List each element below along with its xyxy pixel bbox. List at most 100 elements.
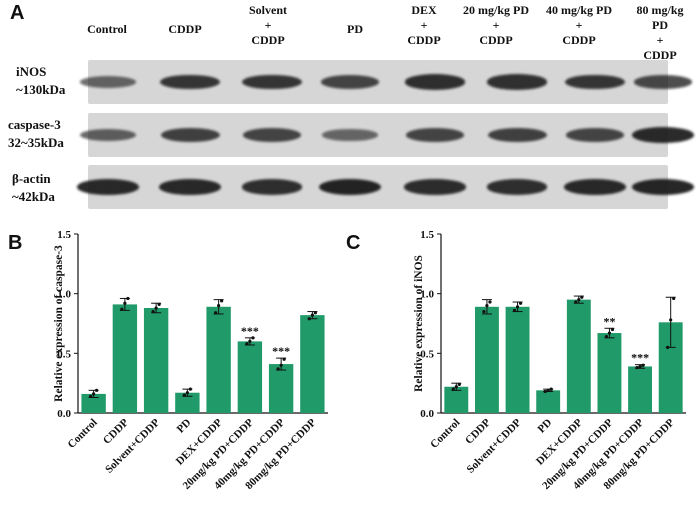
x-tick-label: Control <box>65 417 99 451</box>
bar <box>175 392 200 413</box>
blot-band <box>80 76 136 88</box>
data-point <box>248 339 252 343</box>
blot-band <box>159 179 221 195</box>
x-tick-label: Solvent+CDDP <box>103 416 162 475</box>
bar <box>268 364 294 413</box>
y-tick-label: 0.0 <box>57 408 71 420</box>
blot-strip-inos <box>80 60 693 104</box>
x-tick-label: CDDP <box>101 416 131 446</box>
data-point <box>672 296 676 301</box>
data-point <box>543 389 547 394</box>
significance-label: *** <box>241 324 259 338</box>
blot-band <box>322 129 378 141</box>
data-point <box>641 363 645 367</box>
lane-label: Control <box>87 22 127 36</box>
y-tick-label: 1.5 <box>57 229 71 241</box>
x-tick-label: PD <box>535 417 554 436</box>
data-point <box>515 305 520 309</box>
data-point <box>607 331 612 335</box>
lane-label: 80 mg/kg PD + CDDP <box>636 3 684 61</box>
data-point <box>451 387 455 391</box>
data-point <box>485 304 489 308</box>
blot-band <box>241 179 303 195</box>
y-tick-label: 1.0 <box>420 289 434 301</box>
y-tick-label: 0.5 <box>420 348 434 360</box>
data-point <box>604 335 609 339</box>
blot-band <box>241 74 303 90</box>
data-point <box>123 301 127 305</box>
blot-band <box>319 179 381 195</box>
y-tick-label: 1.5 <box>420 229 434 241</box>
data-point <box>638 364 642 369</box>
lane-label: 40 mg/kg PD + CDDP <box>546 3 612 47</box>
blot-band <box>632 127 694 143</box>
blot-band <box>487 128 547 142</box>
panel-a-letter: A <box>10 2 25 24</box>
data-point <box>185 391 189 395</box>
x-tick-label: Solvent+CDDP <box>465 416 524 475</box>
data-point <box>126 296 130 301</box>
data-point <box>282 357 286 361</box>
bar <box>300 315 325 413</box>
data-point <box>635 366 639 370</box>
bar <box>566 299 591 413</box>
data-point <box>279 363 283 367</box>
blot-band <box>320 75 380 89</box>
blot-band <box>404 74 466 90</box>
bar <box>112 304 138 413</box>
lane-label: PD <box>347 22 363 36</box>
lane-label: CDDP <box>168 22 202 36</box>
inos-bar-chart: 0.0 0.5 1.0 1.5 Relative expression of iNOS C… <box>413 229 686 492</box>
data-point <box>488 300 492 304</box>
data-point <box>310 313 314 317</box>
data-point <box>518 301 523 305</box>
data-point <box>549 387 553 391</box>
data-point <box>574 300 578 304</box>
data-point <box>251 336 255 340</box>
significance-label: ** <box>603 314 615 328</box>
panel-c-letter: C <box>346 232 361 254</box>
data-point <box>217 304 221 308</box>
data-point <box>577 298 581 302</box>
blot-strip-caspase3 <box>80 113 694 157</box>
blot-band <box>77 179 139 195</box>
data-point <box>89 394 93 398</box>
data-point <box>482 309 486 314</box>
data-point <box>95 388 99 392</box>
data-point <box>157 302 161 307</box>
data-point <box>188 387 192 391</box>
bar <box>206 306 231 413</box>
bar <box>237 341 263 413</box>
lane-label: Solvent + CDDP <box>248 3 287 47</box>
y-tick-label: 0.5 <box>57 348 71 360</box>
bar <box>143 307 169 413</box>
caspase3-bar-chart: 0.0 0.5 1.0 1.5 Relative expression of caspa… <box>53 229 328 492</box>
blot-band <box>633 75 693 89</box>
blot-band <box>486 74 548 90</box>
bar <box>81 393 106 413</box>
data-point <box>154 306 158 310</box>
data-point <box>666 345 670 349</box>
blot-row-label-beta-actin: β-actin ~42kDa <box>12 171 55 204</box>
data-point <box>92 392 96 396</box>
y-tick-label: 0.0 <box>420 408 434 420</box>
data-point <box>610 327 615 332</box>
y-axis-label: Relative expression of caspase-3 <box>53 245 65 402</box>
data-point <box>457 382 461 386</box>
data-point <box>307 317 311 321</box>
data-point <box>669 318 673 322</box>
lane-label: DEX + CDDP <box>407 3 441 47</box>
blot-band <box>565 128 625 142</box>
blot-band <box>80 129 136 141</box>
blot-band <box>564 74 626 90</box>
data-point <box>546 388 550 392</box>
bar <box>444 386 469 413</box>
data-point <box>245 342 249 346</box>
blot-band <box>160 128 220 142</box>
x-tick-label: PD <box>175 417 194 436</box>
bar <box>597 333 622 413</box>
significance-label: *** <box>272 344 290 358</box>
bar <box>474 306 499 413</box>
data-point <box>182 393 186 397</box>
bar <box>658 322 683 413</box>
